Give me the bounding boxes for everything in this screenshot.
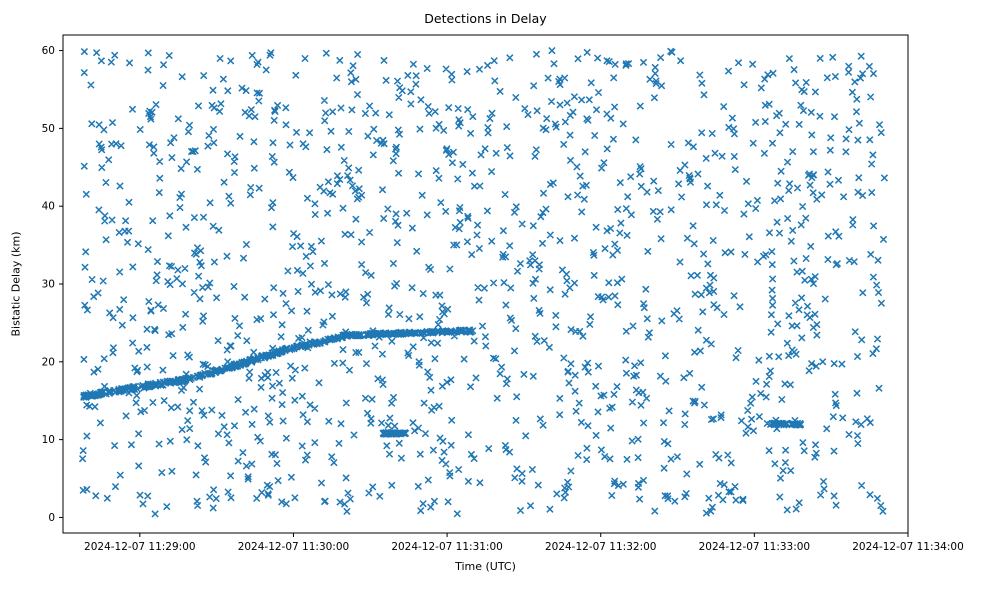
scatter-points-background xyxy=(78,46,889,518)
x-tick-label: 2024-12-07 11:34:00 xyxy=(852,541,964,553)
y-axis-label: Bistatic Delay (km) xyxy=(9,231,23,337)
x-tick-label: 2024-12-07 11:32:00 xyxy=(545,541,657,553)
scatter-points-rising-track-b xyxy=(187,347,285,382)
y-tick-label: 10 xyxy=(42,434,55,446)
y-tick-label: 0 xyxy=(48,512,55,524)
scatter-points-plateau-track xyxy=(341,326,477,340)
x-tick-label: 2024-12-07 11:29:00 xyxy=(84,541,196,553)
y-tick-label: 50 xyxy=(42,123,55,135)
scatter-points-short-track-12km xyxy=(763,419,805,429)
scatter-points-rising-track-a xyxy=(80,373,194,402)
y-tick-label: 60 xyxy=(42,45,55,57)
chart-title: Detections in Delay xyxy=(424,11,547,26)
scatter-points-short-track-11km xyxy=(379,428,410,438)
x-tick-label: 2024-12-07 11:31:00 xyxy=(391,541,503,553)
x-axis-label: Time (UTC) xyxy=(455,560,516,573)
scatter-points-rising-track-c xyxy=(277,331,348,356)
x-tick-label: 2024-12-07 11:30:00 xyxy=(238,541,350,553)
y-tick-label: 20 xyxy=(42,356,55,368)
axes-frame xyxy=(62,34,909,534)
x-tick-label: 2024-12-07 11:33:00 xyxy=(699,541,811,553)
y-tick-label: 40 xyxy=(42,201,55,213)
y-tick-label: 30 xyxy=(42,279,55,291)
